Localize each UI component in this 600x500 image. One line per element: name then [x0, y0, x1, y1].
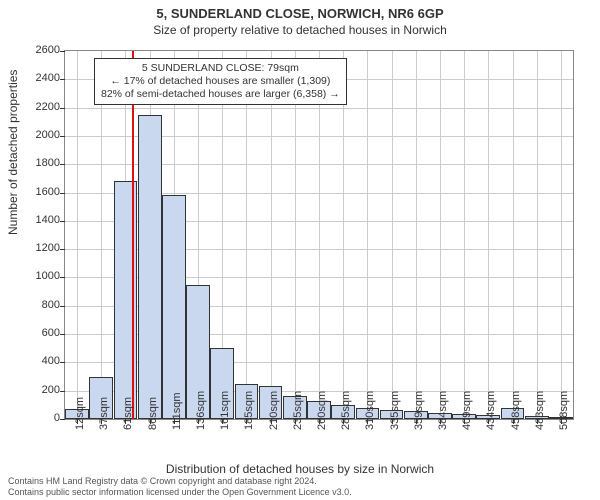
- chart-subtitle: Size of property relative to detached ho…: [0, 23, 600, 37]
- grid-line-v: [416, 51, 417, 419]
- ytick-mark: [60, 108, 65, 109]
- ytick-label: 0: [10, 412, 60, 424]
- footer-attribution: Contains HM Land Registry data © Crown c…: [8, 476, 592, 497]
- ytick-mark: [60, 221, 65, 222]
- ytick-mark: [60, 193, 65, 194]
- ytick-mark: [60, 362, 65, 363]
- annotation-line: 5 SUNDERLAND CLOSE: 79sqm: [101, 62, 340, 75]
- ytick-mark: [60, 51, 65, 52]
- annotation-box: 5 SUNDERLAND CLOSE: 79sqm← 17% of detach…: [94, 58, 347, 105]
- y-axis-label: Number of detached properties: [6, 70, 20, 235]
- ytick-label: 1400: [10, 214, 60, 226]
- grid-line-v: [319, 51, 320, 419]
- histogram-bar: [114, 181, 138, 419]
- ytick-label: 2000: [10, 129, 60, 141]
- ytick-mark: [60, 136, 65, 137]
- ytick-mark: [60, 419, 65, 420]
- ytick-mark: [60, 249, 65, 250]
- ytick-label: 200: [10, 384, 60, 396]
- ytick-mark: [60, 79, 65, 80]
- histogram-bar: [162, 195, 186, 419]
- ytick-label: 1600: [10, 186, 60, 198]
- ytick-label: 600: [10, 327, 60, 339]
- grid-line-v: [561, 51, 562, 419]
- grid-line-v: [513, 51, 514, 419]
- ytick-mark: [60, 334, 65, 335]
- grid-line-v: [537, 51, 538, 419]
- annotation-line: 82% of semi-detached houses are larger (…: [101, 88, 340, 101]
- ytick-label: 800: [10, 299, 60, 311]
- property-marker-line: [132, 51, 134, 419]
- grid-line-v: [271, 51, 272, 419]
- chart-container: 5, SUNDERLAND CLOSE, NORWICH, NR6 6GP Si…: [0, 0, 600, 500]
- grid-line-v: [295, 51, 296, 419]
- ytick-label: 2200: [10, 101, 60, 113]
- grid-line-v: [440, 51, 441, 419]
- x-axis-label: Distribution of detached houses by size …: [0, 462, 600, 476]
- ytick-mark: [60, 306, 65, 307]
- footer-line-2: Contains public sector information licen…: [8, 487, 592, 497]
- ytick-mark: [60, 164, 65, 165]
- ytick-label: 2400: [10, 72, 60, 84]
- grid-line-v: [246, 51, 247, 419]
- grid-line-v: [392, 51, 393, 419]
- grid-line-v: [464, 51, 465, 419]
- chart-title: 5, SUNDERLAND CLOSE, NORWICH, NR6 6GP: [0, 0, 600, 21]
- grid-line-v: [343, 51, 344, 419]
- grid-line-v: [367, 51, 368, 419]
- ytick-label: 400: [10, 355, 60, 367]
- ytick-label: 1800: [10, 157, 60, 169]
- footer-line-1: Contains HM Land Registry data © Crown c…: [8, 476, 592, 486]
- grid-line-v: [101, 51, 102, 419]
- histogram-bar: [138, 115, 162, 419]
- annotation-line: ← 17% of detached houses are smaller (1,…: [101, 75, 340, 88]
- grid-line-v: [77, 51, 78, 419]
- ytick-label: 1200: [10, 242, 60, 254]
- ytick-label: 1000: [10, 270, 60, 282]
- ytick-label: 2600: [10, 44, 60, 56]
- ytick-mark: [60, 391, 65, 392]
- plot-area: [64, 50, 574, 420]
- grid-line-v: [488, 51, 489, 419]
- ytick-mark: [60, 277, 65, 278]
